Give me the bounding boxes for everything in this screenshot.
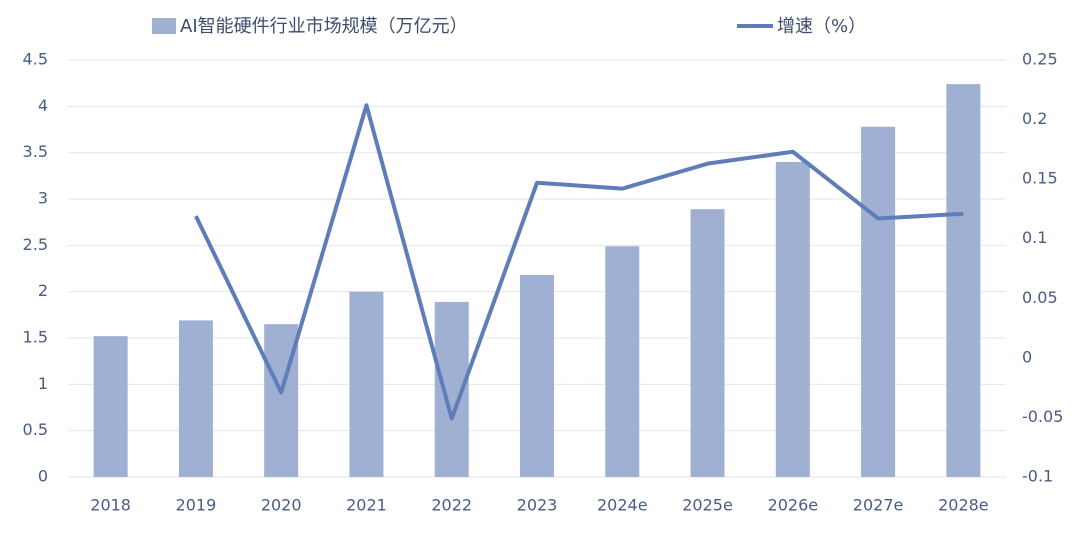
- y2-tick-label: 0: [1022, 347, 1032, 366]
- x-tick-label: 2022: [431, 496, 472, 515]
- y2-tick-label: 0.25: [1022, 50, 1058, 69]
- y2-tick-label: 0.2: [1022, 109, 1047, 128]
- y2-tick-label: -0.1: [1022, 467, 1053, 486]
- y-tick-label: 4.5: [23, 50, 48, 69]
- y-tick-label: 0: [38, 467, 48, 486]
- bar: [690, 209, 725, 477]
- bar: [861, 126, 896, 477]
- y-tick-label: 0.5: [23, 420, 48, 439]
- bar: [946, 84, 981, 478]
- y-tick-label: 2: [38, 281, 48, 300]
- x-tick-label: 2024e: [597, 496, 648, 515]
- legend-swatch: [152, 18, 176, 34]
- x-tick-label: 2025e: [682, 496, 733, 515]
- legend-label: 增速（%）: [777, 16, 866, 37]
- x-tick-label: 2027e: [853, 496, 904, 515]
- x-tick-label: 2018: [90, 496, 131, 515]
- x-tick-label: 2021: [346, 496, 387, 515]
- y-tick-label: 4: [38, 96, 48, 115]
- y2-tick-label: 0.15: [1022, 169, 1058, 188]
- bar: [349, 291, 384, 477]
- x-tick-label: 2028e: [938, 496, 989, 515]
- bar: [93, 336, 128, 477]
- y2-tick-label: 0.1: [1022, 228, 1047, 247]
- y-tick-label: 3: [38, 189, 48, 208]
- y2-tick-label: 0.05: [1022, 288, 1058, 307]
- y-tick-label: 3.5: [23, 142, 48, 161]
- y2-tick-label: -0.05: [1022, 407, 1063, 426]
- line: [194, 103, 964, 421]
- x-tick-label: 2023: [517, 496, 558, 515]
- bar: [605, 246, 640, 477]
- y-tick-label: 1.5: [23, 328, 48, 347]
- bar: [178, 320, 213, 477]
- x-tick-label: 2019: [176, 496, 217, 515]
- bar: [775, 161, 810, 477]
- y-tick-label: 1: [38, 374, 48, 393]
- x-tick-label: 2026e: [768, 496, 819, 515]
- bar: [520, 274, 554, 477]
- x-tick-label: 2020: [261, 496, 302, 515]
- y-tick-label: 2.5: [23, 235, 48, 254]
- legend-label: AI智能硬件行业市场规模（万亿元）: [180, 16, 468, 37]
